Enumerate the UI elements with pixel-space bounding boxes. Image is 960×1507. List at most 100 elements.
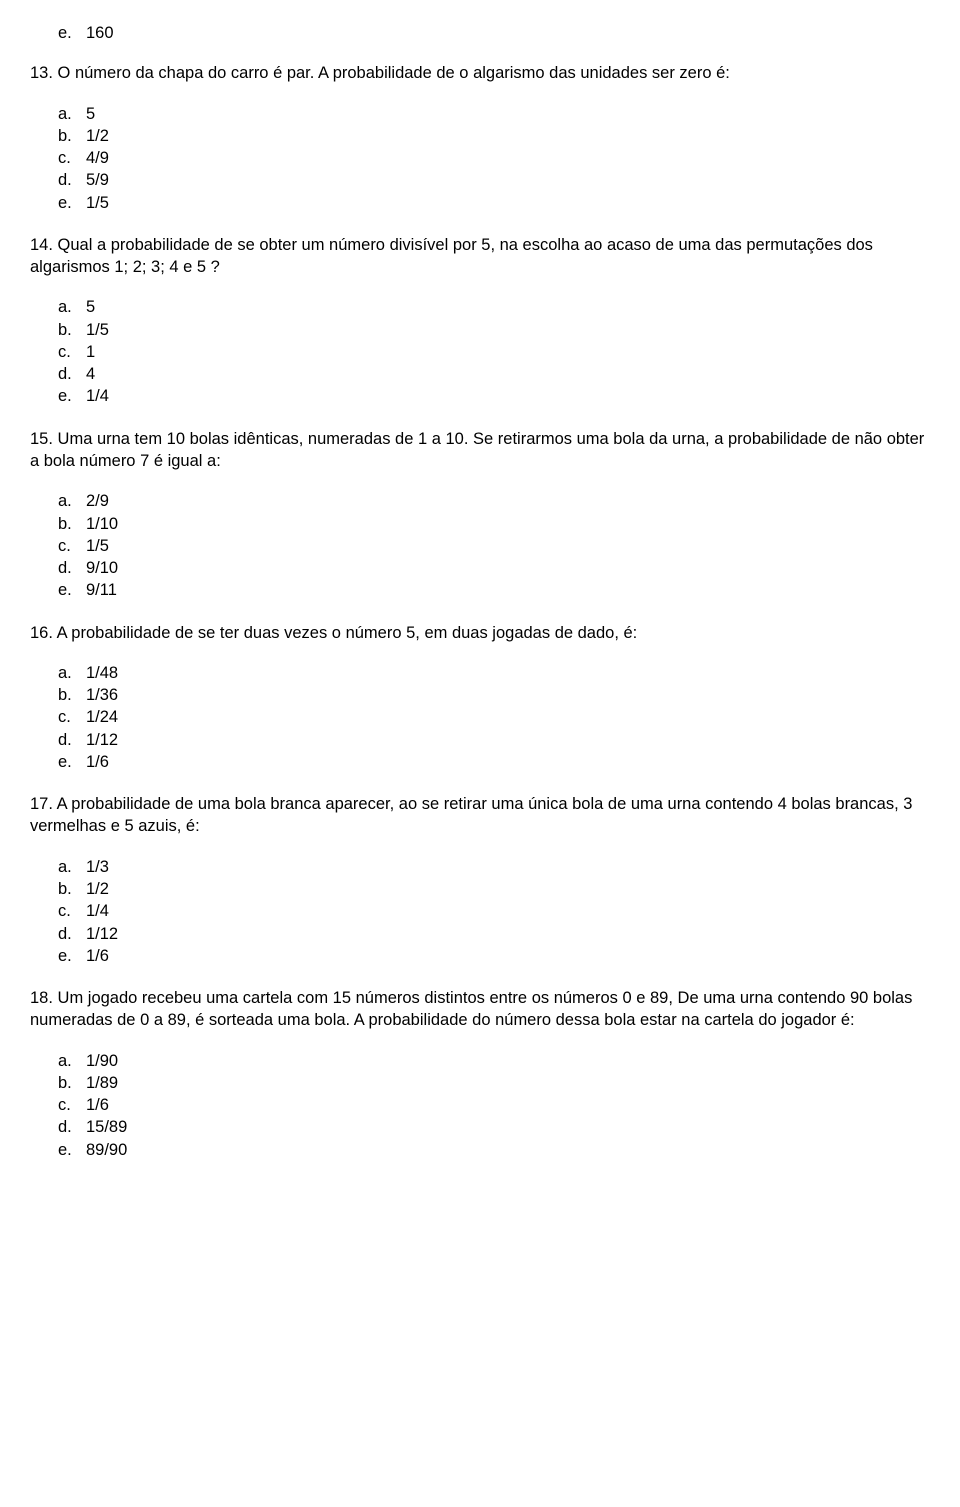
option-row: a.1/90 [58,1050,930,1072]
option-letter: e. [58,579,86,601]
option-value: 1/6 [86,1094,109,1116]
option-value: 4 [86,363,95,385]
option-row: c.1 [58,341,930,363]
question-number: 13. [30,64,53,82]
option-row: c.1/4 [58,900,930,922]
question-block: 13. O número da chapa do carro é par. A … [30,62,930,214]
option-row: a.2/9 [58,490,930,512]
question-body: A probabilidade de uma bola branca apare… [30,795,912,835]
question-block: 15. Uma urna tem 10 bolas idênticas, num… [30,428,930,602]
option-value: 9/10 [86,557,118,579]
question-block: 18. Um jogado recebeu uma cartela com 15… [30,987,930,1161]
option-letter: b. [58,878,86,900]
option-row: c.1/5 [58,535,930,557]
option-value: 5/9 [86,169,109,191]
option-letter: c. [58,535,86,557]
option-value: 1/6 [86,751,109,773]
option-letter: e. [58,22,86,44]
option-letter: d. [58,363,86,385]
option-value: 1/2 [86,125,109,147]
option-row: c.1/6 [58,1094,930,1116]
question-number: 14. [30,236,53,254]
option-letter: a. [58,296,86,318]
options-list: a.1/90b.1/89c.1/6d.15/89e.89/90 [58,1050,930,1161]
option-row: d.1/12 [58,729,930,751]
option-value: 1/89 [86,1072,118,1094]
option-letter: d. [58,557,86,579]
option-row: d.9/10 [58,557,930,579]
question-body: O número da chapa do carro é par. A prob… [58,64,730,82]
option-value: 1/2 [86,878,109,900]
option-letter: e. [58,945,86,967]
question-text: 16. A probabilidade de se ter duas vezes… [30,622,930,644]
option-value: 160 [86,22,114,44]
option-row: c.4/9 [58,147,930,169]
option-row: b.1/10 [58,513,930,535]
option-value: 1/4 [86,900,109,922]
option-value: 1/10 [86,513,118,535]
option-letter: c. [58,147,86,169]
option-value: 5 [86,103,95,125]
question-block: 17. A probabilidade de uma bola branca a… [30,793,930,967]
option-value: 1/36 [86,684,118,706]
option-value: 1/4 [86,385,109,407]
question-text: 14. Qual a probabilidade de se obter um … [30,234,930,279]
option-value: 2/9 [86,490,109,512]
option-row: d.5/9 [58,169,930,191]
option-letter: c. [58,900,86,922]
option-row: e.1/6 [58,751,930,773]
option-letter: c. [58,341,86,363]
question-block: 16. A probabilidade de se ter duas vezes… [30,622,930,774]
option-value: 1/5 [86,535,109,557]
option-letter: d. [58,923,86,945]
option-letter: e. [58,192,86,214]
option-letter: d. [58,169,86,191]
option-letter: b. [58,684,86,706]
option-letter: a. [58,490,86,512]
option-value: 1/24 [86,706,118,728]
option-letter: a. [58,662,86,684]
option-letter: d. [58,729,86,751]
option-value: 1/12 [86,729,118,751]
option-value: 1/5 [86,319,109,341]
option-letter: b. [58,319,86,341]
question-block: 14. Qual a probabilidade de se obter um … [30,234,930,408]
orphan-option: e. 160 [30,22,930,44]
option-row: a.5 [58,103,930,125]
question-text: 17. A probabilidade de uma bola branca a… [30,793,930,838]
option-letter: b. [58,125,86,147]
option-row: b.1/36 [58,684,930,706]
option-row: e.9/11 [58,579,930,601]
option-letter: d. [58,1116,86,1138]
option-letter: c. [58,1094,86,1116]
option-value: 1/48 [86,662,118,684]
question-body: Um jogado recebeu uma cartela com 15 núm… [30,989,912,1029]
question-body: Uma urna tem 10 bolas idênticas, numerad… [30,430,924,470]
option-value: 1/90 [86,1050,118,1072]
option-letter: e. [58,385,86,407]
option-letter: a. [58,1050,86,1072]
option-value: 89/90 [86,1139,127,1161]
option-letter: a. [58,103,86,125]
option-value: 4/9 [86,147,109,169]
option-row: d.4 [58,363,930,385]
option-row: a.1/48 [58,662,930,684]
option-row: e. 160 [58,22,930,44]
option-row: e.1/4 [58,385,930,407]
option-row: d.1/12 [58,923,930,945]
question-number: 16. [30,624,53,642]
option-row: b.1/2 [58,125,930,147]
question-body: A probabilidade de se ter duas vezes o n… [57,624,638,642]
option-value: 1/5 [86,192,109,214]
options-list: a.5b.1/5c.1d.4e.1/4 [58,296,930,407]
option-letter: e. [58,1139,86,1161]
question-number: 17. [30,795,53,813]
options-list: a.1/48b.1/36c.1/24d.1/12e.1/6 [58,662,930,773]
option-value: 5 [86,296,95,318]
option-letter: a. [58,856,86,878]
option-row: b.1/5 [58,319,930,341]
option-row: e.1/5 [58,192,930,214]
option-value: 1/3 [86,856,109,878]
option-value: 1/6 [86,945,109,967]
question-text: 18. Um jogado recebeu uma cartela com 15… [30,987,930,1032]
